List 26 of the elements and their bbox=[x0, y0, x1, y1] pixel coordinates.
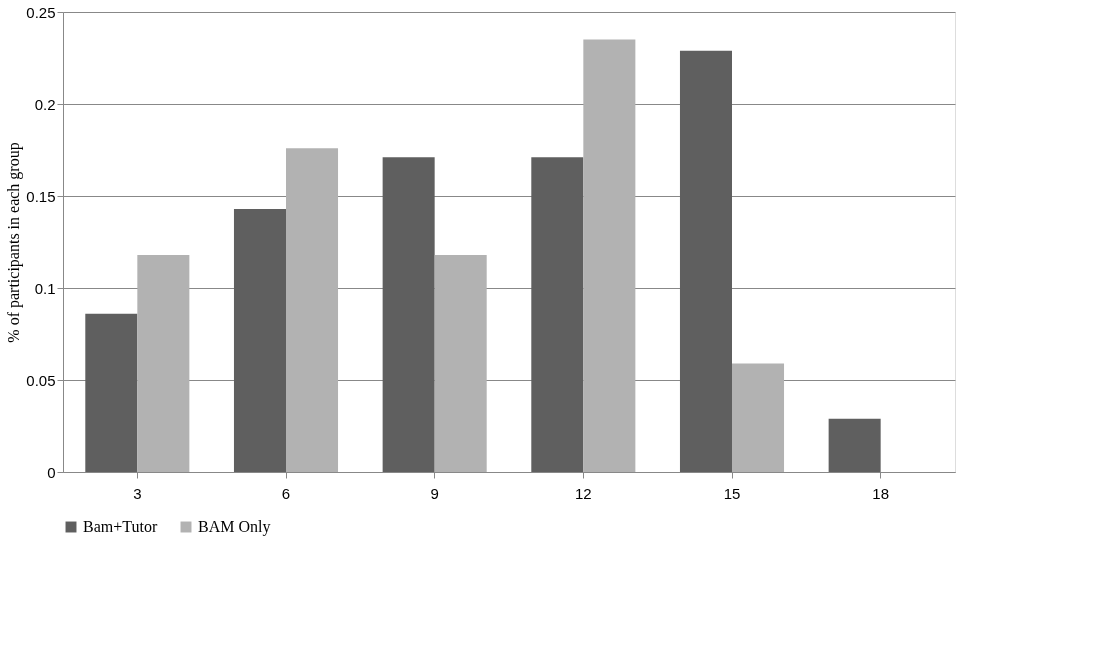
bar bbox=[583, 39, 636, 472]
y-axis-title: % of participants in each group bbox=[5, 142, 24, 343]
bar bbox=[382, 157, 435, 472]
bar bbox=[233, 208, 286, 472]
x-tick-label: 9 bbox=[430, 484, 439, 502]
x-tick-label: 12 bbox=[574, 484, 592, 502]
x-tick-label: 6 bbox=[281, 484, 291, 502]
x-tick-label: 18 bbox=[872, 484, 890, 502]
bar bbox=[531, 157, 584, 472]
x-tick-label: 15 bbox=[723, 484, 741, 502]
y-tick-label: 0.1 bbox=[34, 279, 56, 297]
x-tick-label: 3 bbox=[133, 484, 142, 502]
bar bbox=[434, 254, 487, 472]
y-tick-label: 0.25 bbox=[26, 3, 56, 21]
y-tick-label: 0.15 bbox=[26, 187, 56, 205]
y-tick-label: 0.2 bbox=[34, 95, 56, 113]
bar bbox=[732, 363, 785, 472]
y-tick-label: 0 bbox=[47, 463, 56, 481]
bar bbox=[286, 148, 339, 472]
bar bbox=[85, 313, 138, 472]
legend-label: BAM Only bbox=[198, 518, 271, 536]
legend-label: Bam+Tutor bbox=[83, 518, 158, 535]
bar bbox=[679, 50, 732, 472]
y-tick-label: 0.05 bbox=[26, 371, 56, 389]
bar bbox=[828, 418, 881, 472]
bar bbox=[137, 254, 190, 472]
